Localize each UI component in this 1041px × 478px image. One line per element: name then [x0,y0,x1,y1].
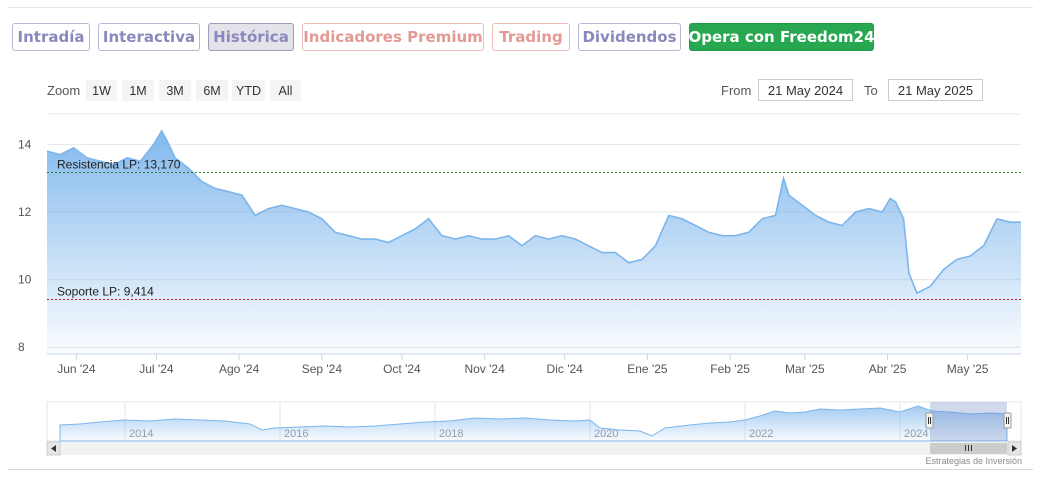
navigator-right-handle[interactable] [1003,412,1012,429]
freedom24-button[interactable]: Opera con Freedom24 [688,23,875,51]
zoom-label: Zoom [47,83,81,98]
tab-intradia[interactable]: Intradía [12,23,90,51]
navigator-left-handle[interactable] [925,412,934,429]
arrow-right-icon [1012,445,1017,452]
arrow-left-icon [51,445,56,452]
zoom-1w-button[interactable]: 1W [86,80,117,101]
x-tick-label: Dic '24 [547,362,584,376]
y-tick-label: 14 [18,137,32,151]
reference-lines: Resistencia LP: 13,170 Soporte LP: 9,414 [47,157,1021,300]
tab-historica[interactable]: Histórica [208,23,294,51]
x-tick-label: Mar '25 [785,362,825,376]
zoom-1m-button[interactable]: 1M [122,80,154,101]
zoom-6m-button[interactable]: 6M [196,80,228,101]
x-tick-label: Feb '25 [710,362,750,376]
top-divider [8,7,1033,8]
y-axis: 8 10 12 14 [18,137,32,354]
reference-line-label: Soporte LP: 9,414 [57,284,154,298]
from-label: From [721,83,752,98]
zoom-all-button[interactable]: All [270,80,301,101]
tab-interactiva[interactable]: Interactiva [98,23,200,51]
x-tick-label: Jun '24 [57,362,96,376]
from-date-input[interactable]: 21 May 2024 [758,79,853,101]
x-axis: Jun '24 Jul '24 Ago '24 Sep '24 Oct '24 Nov '… [57,354,989,376]
tab-trading[interactable]: Trading [492,23,570,51]
to-label: To [864,83,878,98]
tab-indicadores-premium[interactable]: Indicadores Premium [302,23,484,51]
x-tick-label: Ago '24 [219,362,260,376]
x-tick-label: May '25 [947,362,989,376]
y-tick-label: 10 [18,273,32,287]
y-tick-label: 12 [18,205,32,219]
tab-dividendos[interactable]: Dividendos [578,23,681,51]
x-tick-label: Nov '24 [464,362,505,376]
x-tick-label: Sep '24 [302,362,343,376]
x-tick-label: Oct '24 [383,362,421,376]
zoom-ytd-button[interactable]: YTD [232,80,265,101]
x-tick-label: Abr '25 [869,362,907,376]
navigator-area [59,405,1008,442]
scrollbar [46,441,1022,456]
x-tick-label: Jul '24 [139,362,174,376]
reference-line-label: Resistencia LP: 13,170 [57,157,181,171]
y-tick-label: 8 [18,340,25,354]
bottom-divider [8,469,1033,470]
chart-credit: Estrategias de Inversión [925,456,1022,466]
scrollbar-track[interactable] [47,442,1021,455]
navigator-selection[interactable] [930,402,1007,441]
to-date-input[interactable]: 21 May 2025 [888,79,983,101]
price-line [46,129,1021,295]
zoom-3m-button[interactable]: 3M [159,80,191,101]
navigator: 201420162018202020222024 [46,401,1022,442]
x-tick-label: Ene '25 [627,362,668,376]
price-area [47,130,1021,354]
